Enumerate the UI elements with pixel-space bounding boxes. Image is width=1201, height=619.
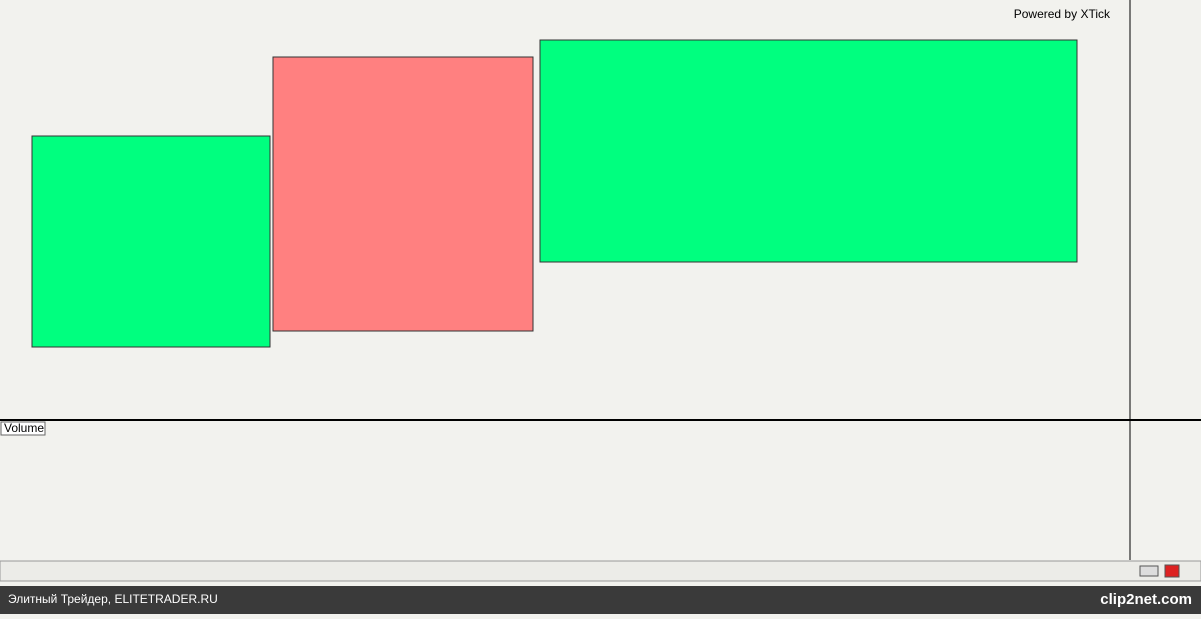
footer-left: Элитный Трейдер, ELITETRADER.RU: [8, 592, 218, 606]
volume-title: Volume: [4, 421, 44, 435]
footer: [0, 586, 1201, 614]
zones: [31, 39, 1078, 348]
volume-title-box: [0, 421, 46, 436]
date-axis: [0, 560, 1201, 582]
powered-by: Powered by XTick: [1014, 7, 1111, 21]
zone: [272, 56, 534, 332]
icon[interactable]: [1139, 565, 1159, 577]
zone: [539, 39, 1078, 263]
footer-right: clip2net.com: [1100, 591, 1192, 608]
zone: [31, 135, 271, 348]
icon[interactable]: [1164, 564, 1180, 578]
